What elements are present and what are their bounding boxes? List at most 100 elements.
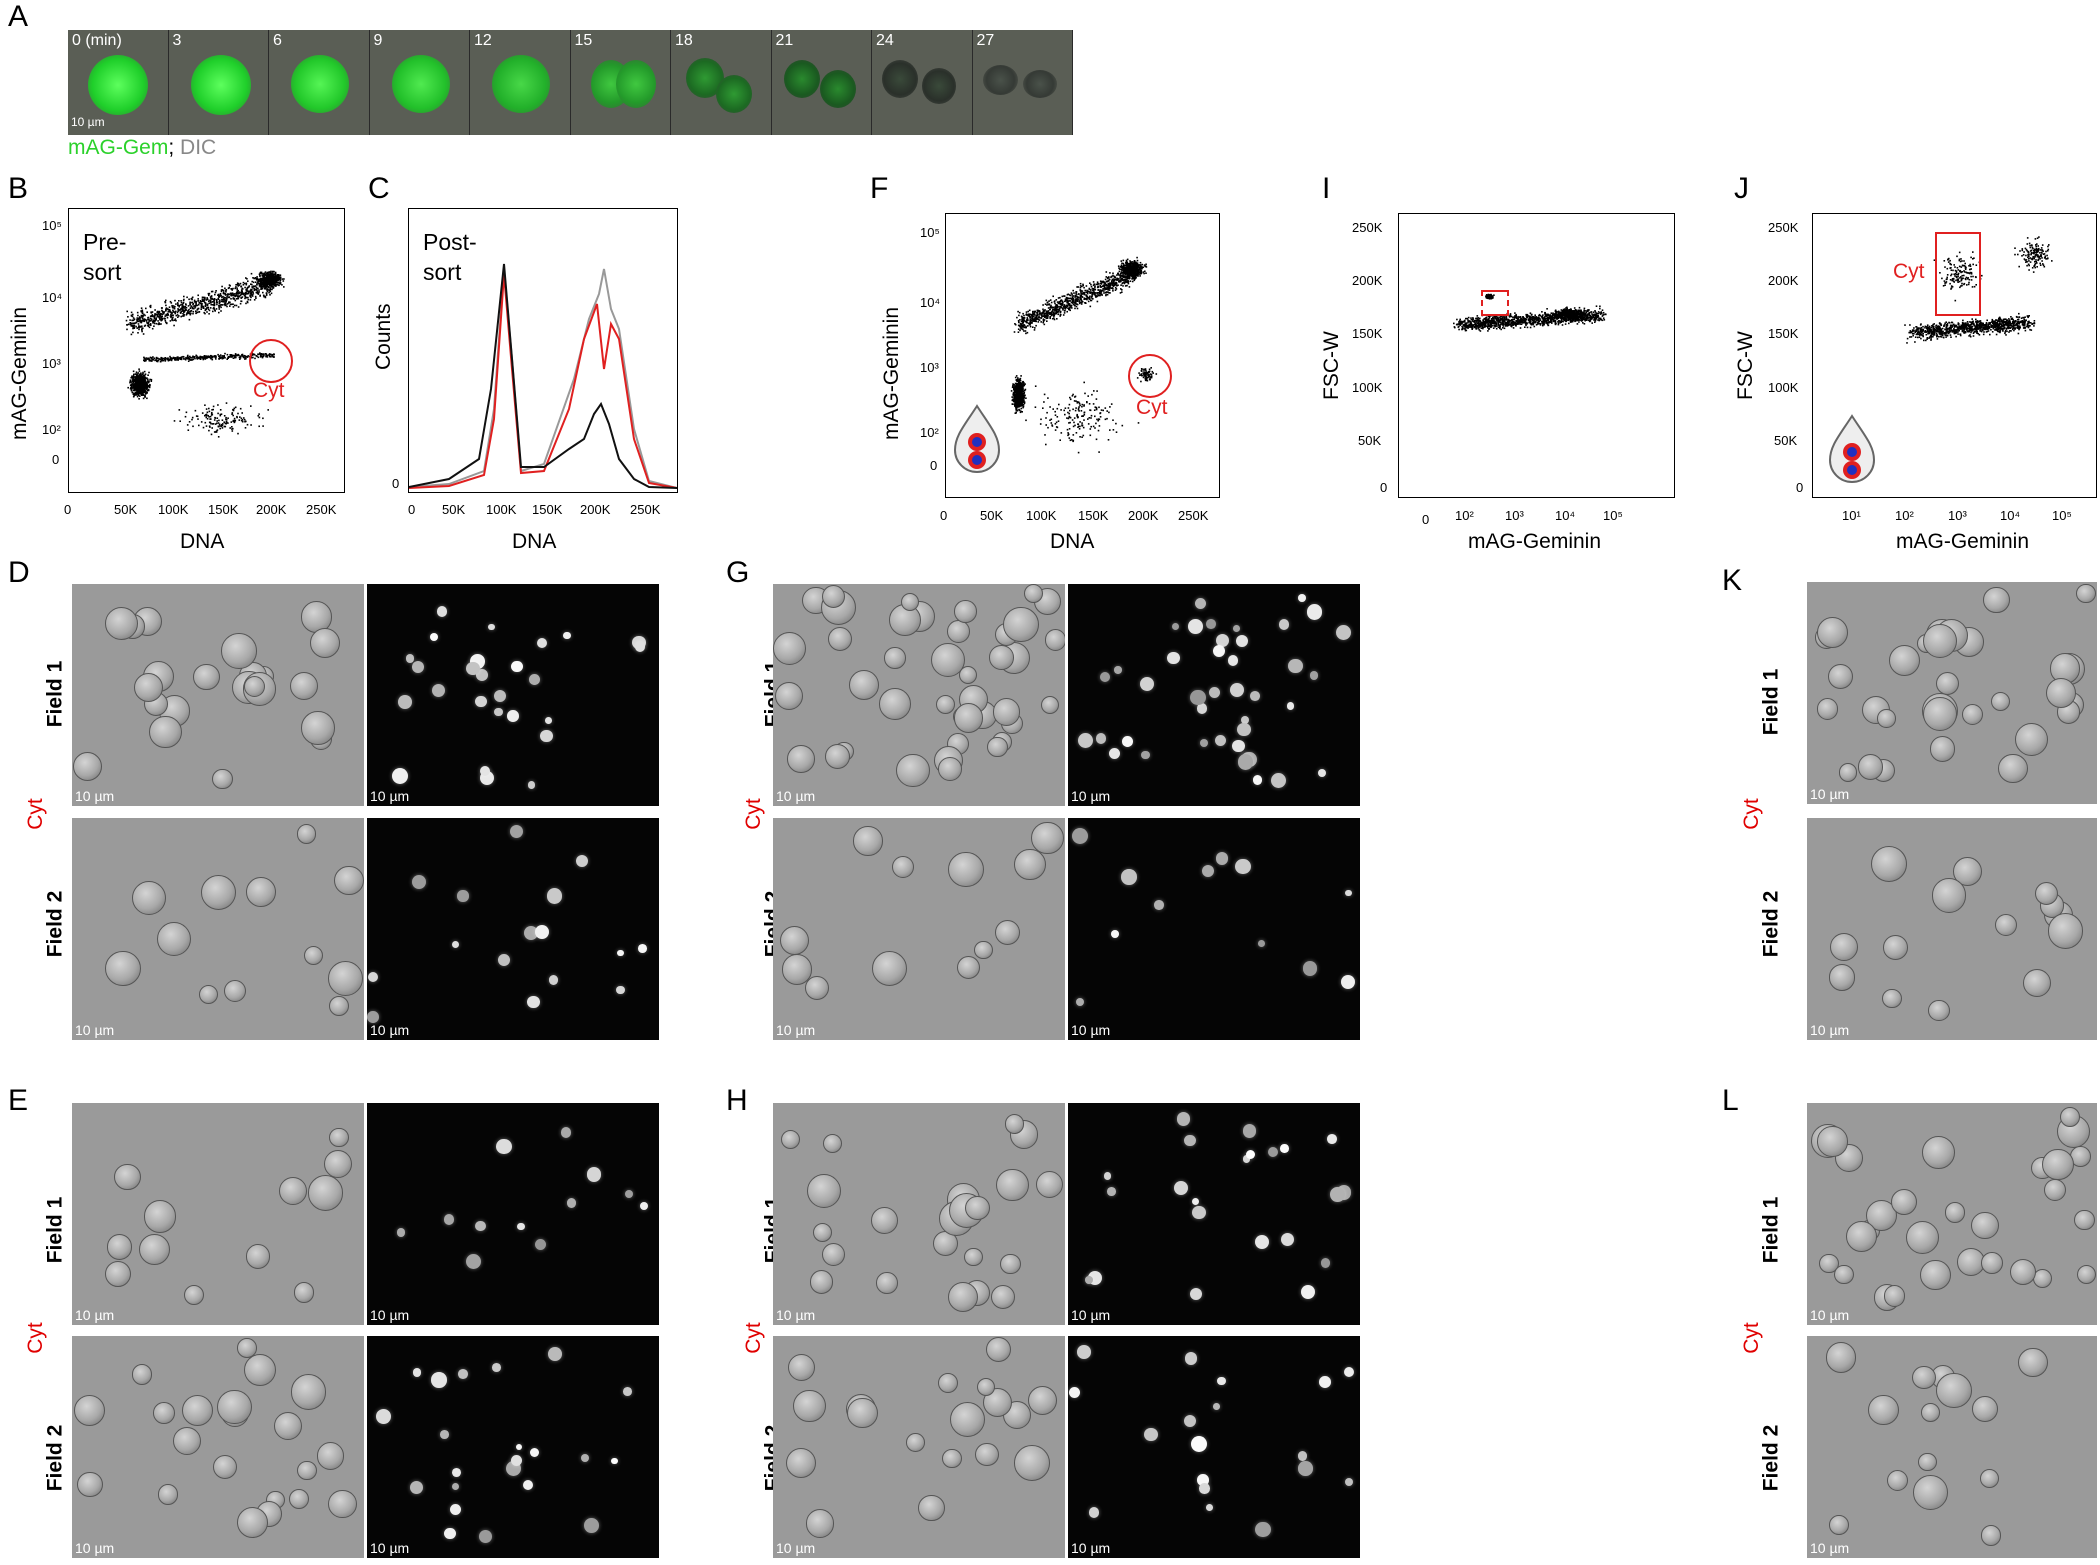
cell (245, 1244, 271, 1269)
tick: 100K (1768, 380, 1799, 395)
tick: 0 (1380, 480, 1388, 495)
cell (492, 1362, 502, 1372)
cell (1929, 735, 1956, 762)
cell (1278, 619, 1290, 630)
panel-label-g: G (726, 556, 750, 589)
tick: 250K (306, 502, 337, 517)
tick: 150K (1768, 326, 1799, 341)
cell (1106, 1186, 1116, 1196)
cell (1816, 617, 1848, 649)
micrograph-l-f2-dic: 10 µm (1807, 1336, 2097, 1558)
tick: 50K (980, 508, 1004, 523)
tick: 0 (52, 452, 60, 467)
gate-bracket (1481, 290, 1509, 316)
cell (1206, 1504, 1213, 1512)
scale-bar-label: 10 µm (71, 115, 105, 129)
cell (805, 1508, 835, 1538)
cell (133, 673, 163, 703)
cyt-gate-label: Cyt (1893, 260, 1925, 283)
cell (1173, 1181, 1189, 1196)
cell (153, 1402, 176, 1425)
tick: 0 (408, 502, 416, 517)
cell (1111, 930, 1120, 938)
cell (566, 1198, 577, 1208)
cell (586, 1167, 602, 1182)
tick: 100K (158, 502, 189, 517)
tick: 0 (64, 502, 72, 517)
micrograph-k-f2-dic: 10 µm (1807, 818, 2097, 1040)
cell (528, 674, 540, 686)
tick: 250K (1352, 220, 1383, 235)
cell (143, 1200, 176, 1233)
cell (1075, 998, 1084, 1007)
time-label: 15 (574, 32, 593, 49)
micrograph-d-f2-dic: 10 µm (72, 818, 364, 1040)
cell (930, 642, 965, 677)
cell (457, 890, 469, 902)
cell (323, 1149, 352, 1178)
micrograph-e-f2-fluor: 10 µm (367, 1336, 659, 1558)
cell (444, 1214, 455, 1225)
cell (545, 717, 553, 725)
cell (182, 1395, 214, 1427)
cell (1918, 1452, 1937, 1472)
micrograph-g-f2-fluor: 10 µm (1068, 818, 1360, 1040)
cell (534, 1239, 546, 1251)
cell (1208, 686, 1220, 698)
cell (2059, 1106, 2081, 1128)
tick: 10⁵ (42, 218, 62, 233)
tick: 0 (392, 476, 400, 491)
timelapse-frame: 27 (972, 30, 1073, 135)
cell (1928, 999, 1950, 1022)
cell (156, 922, 191, 957)
cell (1167, 651, 1180, 665)
micrograph-g-f2-dic: 10 µm (773, 818, 1065, 1040)
cyt-gate-circle (249, 339, 293, 383)
micrograph-d-f2-fluor: 10 µm (367, 818, 659, 1040)
cell (546, 888, 563, 904)
caption-dic: DIC (174, 136, 217, 159)
plot-f-ylabel: mAG-Geminin (880, 306, 903, 440)
cell (1816, 698, 1839, 720)
cell (637, 943, 647, 953)
cell (1298, 594, 1306, 602)
cell (1883, 1285, 1906, 1308)
cell (496, 1139, 512, 1155)
cell (806, 1173, 841, 1209)
tick: 10³ (42, 356, 61, 371)
cell (942, 1449, 962, 1469)
cell (1154, 900, 1164, 910)
cell (1300, 1284, 1316, 1299)
tick: 200K (1352, 273, 1383, 288)
cell (224, 979, 247, 1002)
cell (1887, 1469, 1909, 1492)
cell (293, 1282, 315, 1303)
cell (1888, 644, 1921, 677)
cell (876, 1272, 898, 1294)
cell (451, 940, 459, 949)
tick: 200K (580, 502, 611, 517)
cell (827, 627, 852, 652)
timelapse-frame: 3 (168, 30, 269, 135)
cell (1215, 852, 1229, 865)
cell (954, 600, 977, 623)
cell (2046, 677, 2077, 708)
timelapse-caption: mAG-Gem; DIC (68, 136, 216, 160)
cell (1240, 715, 1249, 724)
panel-label-c: C (368, 172, 390, 205)
cell (465, 661, 480, 676)
cell (1121, 869, 1137, 885)
time-label: 21 (775, 32, 794, 49)
tick: 200K (1128, 508, 1159, 523)
cell (1227, 655, 1239, 667)
field1-label: Field 1 (1759, 668, 1783, 736)
cell (617, 950, 624, 957)
cell (938, 1373, 959, 1393)
cell (301, 711, 335, 745)
cell (780, 1129, 801, 1150)
cell (236, 1506, 269, 1539)
panel-label-j: J (1734, 172, 1749, 205)
cell (540, 729, 554, 743)
cell (475, 1220, 486, 1232)
cell (105, 1261, 132, 1288)
